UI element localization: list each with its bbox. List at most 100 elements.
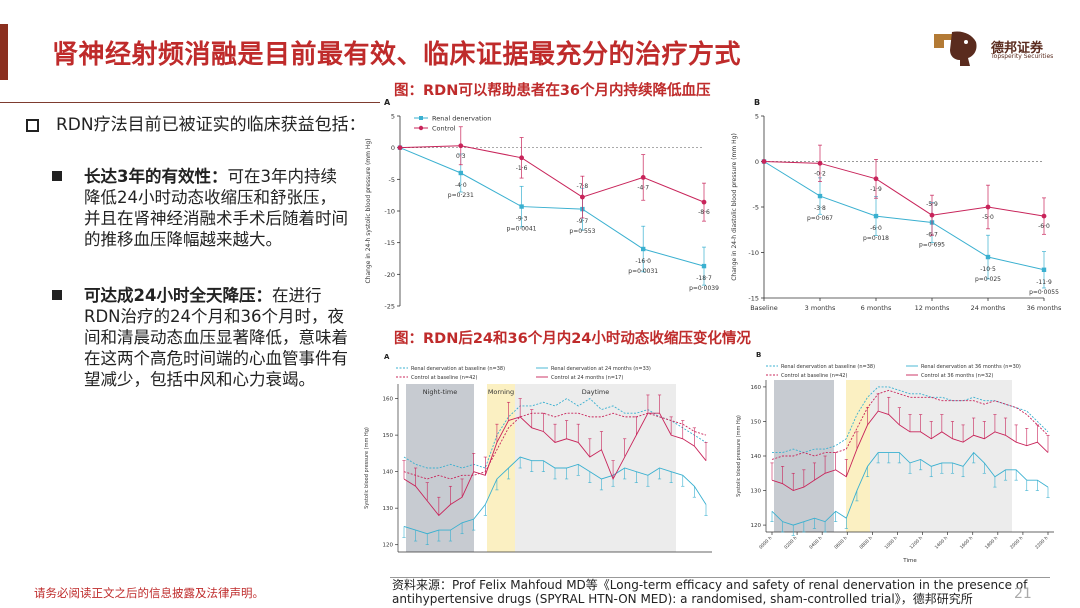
control-value-label: -8·6 <box>698 209 710 216</box>
hollow-square-icon <box>26 119 39 132</box>
y-tick-label: 160 <box>383 397 394 403</box>
control-point <box>701 199 707 205</box>
filled-square-icon <box>52 171 62 181</box>
rdn-value-label: -10·5 <box>980 266 996 273</box>
chart-ambulatory-24m: A Night-time Morning Daytime 160 150 140 130 120… <box>364 353 712 553</box>
band-label: Daytime <box>582 388 610 396</box>
filled-square-icon <box>52 290 62 300</box>
sub-bullet-1-text: 可在3年内持续降低24小时动态收缩压和舒张压，并且在肾神经消融术手术后随着时间的… <box>84 167 348 249</box>
panel-label: A <box>384 98 391 107</box>
rdn-value-label: -16·0 <box>635 258 651 265</box>
disclaimer: 请务必阅读正文之后的信息披露及法律声明。 <box>34 586 264 600</box>
rdn-point <box>985 254 991 260</box>
y-tick-label: -10 <box>748 249 759 257</box>
control-value-label: -1·6 <box>516 165 528 172</box>
y-tick-label: 140 <box>751 454 762 460</box>
y-tick-label: -20 <box>384 271 395 279</box>
y-tick-label: 0 <box>755 158 759 166</box>
time-band <box>846 380 870 532</box>
rdn-value-label: -9·7 <box>577 218 589 225</box>
legend-control-marker <box>418 125 424 131</box>
y-tick-label: -15 <box>384 239 395 247</box>
x-tick-label: 3 months <box>805 304 836 312</box>
x-tick-label: 0000 h <box>758 535 773 550</box>
legend-control-label: Control <box>432 125 456 133</box>
x-tick-label: 0600 h <box>833 535 848 550</box>
control-point <box>458 143 464 149</box>
y-tick-label: 160 <box>751 385 762 391</box>
rdn-value-label: -9·3 <box>516 216 528 223</box>
rdn-value-label: -18·7 <box>696 275 712 282</box>
rdn-point <box>641 246 646 252</box>
title-accent-bar <box>0 24 8 80</box>
y-tick-label: 5 <box>755 113 759 121</box>
control-point <box>985 204 991 210</box>
sub-bullet-1: 长达3年的有效性：可在3年内持续降低24小时动态收缩压和舒张压，并且在肾神经消融… <box>52 166 352 250</box>
x-tick-label: 1400 h <box>934 535 949 550</box>
y-tick-label: 140 <box>383 470 394 476</box>
y-tick-label: 150 <box>751 419 762 425</box>
control-point <box>640 175 646 180</box>
y-tick-label: 120 <box>383 543 394 549</box>
control-point <box>761 159 767 164</box>
control-point <box>873 176 879 182</box>
legend-rdn-marker <box>419 116 423 120</box>
logo-icon <box>934 31 977 66</box>
y-tick-label: 130 <box>383 506 394 512</box>
legend-label: Renal denervation at baseline (n=38) <box>781 364 875 370</box>
control-value-label: -6·0 <box>1038 223 1050 230</box>
y-tick-label: -5 <box>389 176 395 184</box>
page-title: 肾神经射频消融是目前最有效、临床证据最充分的治疗方式 <box>52 40 742 70</box>
sub-bullet-1-bold: 长达3年的有效性： <box>84 167 228 186</box>
y-tick-label: 130 <box>751 489 762 495</box>
control-value-label: 0·3 <box>456 153 466 160</box>
y-tick-label: 150 <box>383 433 394 439</box>
time-band <box>870 380 1012 532</box>
panel-label: A <box>384 353 390 361</box>
band-label: Night-time <box>423 388 458 396</box>
page-number: 21 <box>1014 586 1032 602</box>
control-value-label: -7·8 <box>577 183 589 190</box>
x-tick-label: 12 months <box>915 304 950 312</box>
p-value-label: p=0·695 <box>919 241 945 248</box>
x-tick-label: 0800 h <box>858 535 873 550</box>
x-tick-label: 24 months <box>971 304 1006 312</box>
y-axis-label: Systolic blood pressure (mm Hg) <box>736 415 742 497</box>
control-point <box>519 155 524 161</box>
band-label: Morning <box>488 388 514 396</box>
x-tick-label: 1600 h <box>959 535 974 550</box>
p-value-label: p=0·0041 <box>507 226 537 233</box>
x-tick-label: 1000 h <box>883 535 898 550</box>
sub-bullet-2-text: 在进行RDN治疗的24个月和36个月时，夜间和清晨动态血压显著降低，意味着在这两… <box>84 286 348 389</box>
p-value-label: p=0·067 <box>807 215 833 222</box>
y-axis-label: Change in 24-h diastolic blood pressure … <box>731 133 738 281</box>
panel-label: B <box>756 351 761 359</box>
sub-bullet-2: 可达成24小时全天降压：在进行RDN治疗的24个月和36个月时，夜间和清晨动态血… <box>52 285 352 390</box>
p-value-label: p=0·0031 <box>628 268 658 275</box>
control-point <box>817 160 823 166</box>
x-tick-label: 6 months <box>861 304 892 312</box>
rdn-point <box>1041 267 1047 272</box>
x-tick-label: 0400 h <box>808 535 823 550</box>
rdn-line <box>399 147 705 267</box>
legend-label: Renal denervation at 24 months (n=33) <box>551 366 651 372</box>
x-axis-label: Time <box>902 558 917 564</box>
x-tick-label: 2000 h <box>1009 535 1024 550</box>
control-point <box>929 212 935 218</box>
p-value-label: p=0·231 <box>448 192 474 199</box>
legend-label: Control at 24 months (n=17) <box>551 375 623 381</box>
y-axis-label: Change in 24-h systolic blood pressure (… <box>365 138 372 283</box>
sub-bullet-2-bold: 可达成24小时全天降压： <box>84 286 272 305</box>
y-tick-label: -15 <box>748 295 759 303</box>
rdn-point <box>817 193 823 199</box>
legend-label: Renal denervation at 36 months (n=30) <box>921 364 1021 370</box>
rdn-value-label: -6·0 <box>870 225 882 232</box>
section-divider <box>0 102 380 103</box>
ambulatory-series-line <box>403 412 707 480</box>
time-band <box>515 384 676 552</box>
source-note: 资料来源：Prof Felix Mahfoud MD等《Long-term ef… <box>392 578 1028 606</box>
x-tick-label: 2200 h <box>1034 535 1049 550</box>
control-value-label: -5·9 <box>926 201 938 208</box>
x-tick-label: Baseline <box>750 304 778 312</box>
ambulatory-series-line <box>772 386 1049 454</box>
